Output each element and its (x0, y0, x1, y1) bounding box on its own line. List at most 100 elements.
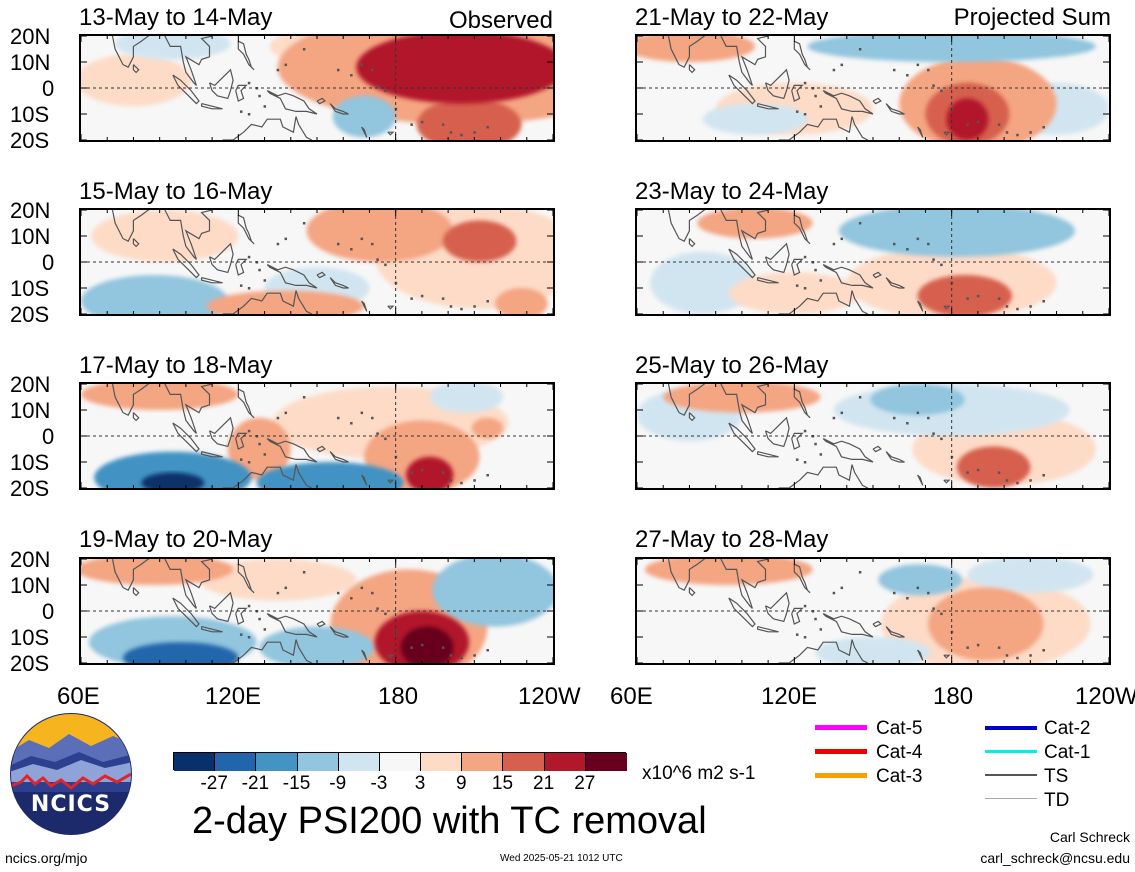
axis-ticks (81, 36, 553, 140)
island (441, 471, 445, 474)
island (420, 294, 424, 298)
lon-label: 120W (1075, 683, 1135, 710)
island (892, 68, 896, 72)
footer-url[interactable]: ncics.org/mjo (5, 850, 88, 866)
positive-anomaly (946, 98, 989, 140)
island (486, 126, 489, 129)
coastline (172, 74, 200, 105)
footer-email[interactable]: carl_schreck@ncsu.edu (980, 850, 1130, 866)
island (1029, 654, 1032, 657)
coastline (791, 607, 804, 625)
coastline (387, 305, 395, 310)
coastline (885, 277, 905, 289)
coastline (917, 300, 924, 312)
coastline (266, 90, 318, 115)
negative-anomaly (838, 210, 1075, 257)
coastline (728, 422, 756, 453)
island (460, 481, 463, 485)
island (932, 258, 935, 261)
island (350, 597, 353, 600)
coastline (917, 649, 924, 661)
island (803, 604, 807, 608)
coastline (943, 654, 951, 659)
island (906, 597, 909, 600)
coastline (667, 36, 706, 69)
coastline (111, 559, 150, 592)
island (473, 654, 476, 657)
positive-anomaly (91, 210, 239, 262)
island (350, 74, 353, 77)
coastline (266, 438, 318, 463)
coastline (200, 451, 223, 458)
map-panel-8 (635, 557, 1111, 665)
colorbar-swatch (544, 753, 586, 771)
island (932, 432, 935, 435)
island (486, 300, 489, 303)
coastline (943, 131, 951, 136)
map-panel-5 (635, 34, 1111, 142)
positive-anomaly (471, 417, 504, 439)
lat-label: 20S (10, 651, 50, 676)
lat-label: 20S (10, 302, 50, 327)
island (371, 68, 374, 72)
island (258, 617, 261, 621)
panel-title-4: 19-May to 20-May (79, 526, 273, 553)
lat-label: 0 (42, 250, 55, 275)
coastline (132, 412, 140, 422)
island (263, 279, 267, 282)
coastline (164, 384, 213, 434)
coastline (720, 384, 769, 434)
observed-tag: Observed (448, 7, 553, 34)
lat-label: 20N (10, 547, 51, 572)
island (258, 268, 261, 272)
island (906, 248, 909, 251)
island (376, 432, 379, 435)
coastline (164, 559, 213, 609)
panel-title-3: 17-May to 18-May (79, 352, 273, 379)
island (1042, 649, 1045, 652)
island (449, 479, 453, 482)
legend-label-td: TD (1044, 790, 1070, 811)
island (803, 287, 807, 290)
coastline (791, 84, 804, 102)
lat-label: 10S (10, 276, 50, 301)
coastline (316, 271, 326, 279)
lat-label: 0 (42, 76, 55, 101)
coastline (764, 591, 790, 623)
island (858, 396, 862, 399)
coastline (208, 242, 234, 274)
colorbar-tick-label: -21 (241, 773, 270, 794)
island (302, 222, 306, 225)
coastline (237, 388, 255, 419)
colorbar-swatch (462, 753, 504, 771)
island (247, 636, 251, 639)
lat-label: 20S (10, 476, 50, 501)
island (284, 237, 288, 241)
island (247, 287, 251, 290)
axis-ticks (81, 210, 553, 314)
island (263, 105, 267, 108)
legend-line-cat1 (985, 750, 1037, 753)
island (247, 113, 251, 116)
coastline (237, 214, 255, 245)
island (460, 307, 463, 311)
logo-text: NCICS (30, 792, 112, 817)
island (449, 305, 453, 308)
island (1042, 300, 1045, 303)
island (916, 237, 920, 241)
island (336, 242, 340, 246)
lat-label: 20N (10, 372, 51, 397)
island (803, 636, 807, 639)
island (966, 646, 969, 649)
island (247, 255, 251, 259)
island (858, 222, 862, 225)
legend-label-cat3: Cat-3 (876, 766, 923, 787)
coastline (764, 68, 790, 100)
coastline (943, 305, 951, 310)
lat-label: 10S (10, 625, 50, 650)
island (840, 586, 844, 590)
island (803, 81, 807, 85)
island (371, 416, 374, 420)
island (460, 656, 463, 660)
island (486, 649, 489, 652)
